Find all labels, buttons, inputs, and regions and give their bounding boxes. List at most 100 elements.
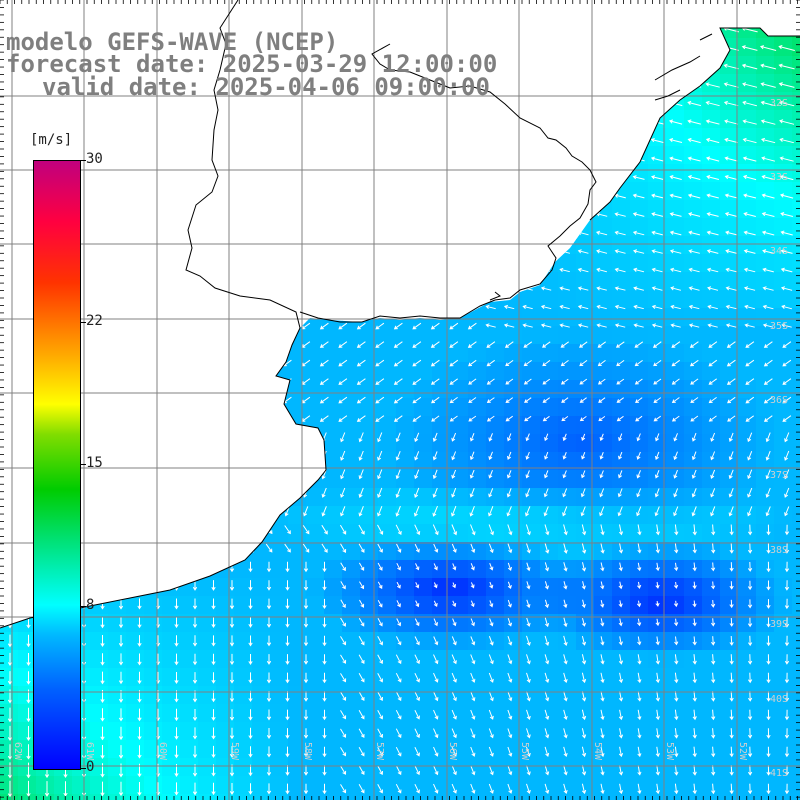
wind-arrow bbox=[173, 450, 179, 461]
wind-speed-cell bbox=[414, 794, 433, 800]
wind-arrow bbox=[172, 525, 181, 534]
wind-arrow bbox=[264, 415, 274, 422]
wind-arrow bbox=[393, 119, 403, 126]
wind-arrow bbox=[5, 544, 15, 552]
wind-speed-cell bbox=[720, 776, 739, 795]
wind-arrow bbox=[98, 525, 107, 534]
wind-arrow bbox=[412, 378, 422, 385]
wind-speed-cell bbox=[738, 650, 757, 669]
wind-arrow bbox=[507, 728, 513, 739]
wind-speed-cell bbox=[486, 28, 505, 39]
wind-arrow bbox=[266, 432, 272, 443]
wind-speed-cell bbox=[450, 254, 469, 273]
wind-arrow bbox=[26, 780, 31, 798]
wind-speed-cell bbox=[594, 416, 613, 435]
wind-arrow bbox=[285, 561, 290, 573]
wind-speed-cell bbox=[36, 794, 55, 800]
wind-speed-cell bbox=[0, 668, 19, 687]
wind-arrow bbox=[763, 415, 773, 422]
wind-arrow bbox=[784, 672, 790, 684]
wind-speed-cell bbox=[612, 794, 631, 800]
wind-arrow bbox=[600, 618, 605, 627]
wind-arrow bbox=[485, 323, 496, 328]
wind-speed-cell bbox=[450, 128, 469, 147]
wind-arrow bbox=[596, 323, 607, 328]
wind-speed-cell bbox=[540, 146, 559, 165]
colorbar-tick bbox=[80, 605, 86, 607]
wind-speed-cell bbox=[126, 506, 145, 525]
wind-speed-cell bbox=[576, 344, 595, 363]
wind-arrow bbox=[470, 524, 476, 536]
wind-arrow bbox=[301, 174, 311, 182]
wind-speed-cell bbox=[792, 38, 800, 57]
wind-speed-cell bbox=[666, 686, 685, 705]
wind-arrow bbox=[618, 728, 624, 739]
wind-arrow bbox=[5, 156, 15, 163]
wind-arrow bbox=[171, 304, 181, 311]
wind-arrow bbox=[692, 581, 697, 590]
wind-arrow bbox=[134, 211, 144, 219]
wind-arrow bbox=[208, 248, 218, 256]
wind-arrow bbox=[285, 783, 290, 795]
wind-speed-cell bbox=[0, 596, 19, 615]
wind-arrow bbox=[153, 211, 163, 219]
wind-speed-cell bbox=[234, 254, 253, 273]
wind-speed-cell bbox=[162, 272, 181, 291]
wind-arrow bbox=[635, 415, 643, 422]
wind-speed-cell bbox=[720, 542, 739, 561]
wind-speed-cell bbox=[576, 434, 595, 453]
wind-arrow bbox=[393, 230, 403, 237]
wind-arrow bbox=[614, 175, 627, 180]
wind-arrow bbox=[526, 617, 531, 627]
wind-arrow bbox=[485, 28, 496, 32]
wind-speed-cell bbox=[792, 596, 800, 615]
wind-speed-cell bbox=[540, 686, 559, 705]
wind-arrow bbox=[414, 672, 420, 683]
wind-speed-cell bbox=[666, 488, 685, 507]
wind-speed-cell bbox=[630, 416, 649, 435]
wind-speed-cell bbox=[414, 326, 433, 345]
wind-speed-cell bbox=[522, 110, 541, 129]
wind-speed-cell bbox=[504, 362, 523, 381]
wind-speed-cell bbox=[234, 110, 253, 129]
wind-speed-cell bbox=[324, 470, 343, 489]
forecast-date: forecast date: 2025-03-29 12:00:00 bbox=[6, 50, 498, 78]
wind-arrow bbox=[503, 212, 515, 217]
wind-speed-cell bbox=[90, 722, 109, 741]
wind-speed-cell bbox=[234, 398, 253, 417]
wind-arrow bbox=[671, 378, 680, 385]
wind-speed-cell bbox=[738, 506, 757, 525]
wind-arrow bbox=[692, 524, 697, 536]
wind-arrow bbox=[395, 691, 402, 702]
wind-arrow bbox=[393, 211, 403, 219]
lon-label: 58W bbox=[302, 742, 313, 761]
wind-speed-cell bbox=[180, 344, 199, 363]
wind-speed-cell bbox=[216, 380, 235, 399]
wind-arrow bbox=[118, 487, 124, 498]
wind-speed-cell bbox=[558, 686, 577, 705]
wind-speed-cell bbox=[522, 434, 541, 453]
wind-arrow bbox=[558, 82, 571, 88]
wind-speed-cell bbox=[342, 560, 361, 579]
wind-speed-cell bbox=[486, 776, 505, 795]
wind-speed-cell bbox=[540, 308, 559, 327]
wind-arrow bbox=[711, 765, 716, 776]
wind-speed-cell bbox=[270, 236, 289, 255]
wind-speed-cell bbox=[162, 182, 181, 201]
wind-arrow bbox=[577, 138, 590, 143]
wind-arrow bbox=[637, 543, 642, 554]
wind-speed-cell bbox=[252, 380, 271, 399]
wind-speed-cell bbox=[630, 398, 649, 417]
wind-arrow bbox=[171, 156, 181, 163]
wind-speed-cell bbox=[306, 182, 325, 201]
wind-speed-cell bbox=[486, 164, 505, 183]
wind-arrow bbox=[485, 119, 496, 125]
wind-arrow bbox=[503, 193, 515, 199]
wind-arrow bbox=[97, 396, 107, 404]
wind-arrow bbox=[134, 304, 144, 311]
wind-arrow bbox=[134, 156, 144, 163]
wind-speed-cell bbox=[360, 398, 379, 417]
wind-speed-cell bbox=[414, 776, 433, 795]
valid-date: valid date: 2025-04-06 09:00:00 bbox=[42, 73, 490, 101]
wind-arrow bbox=[340, 691, 347, 701]
